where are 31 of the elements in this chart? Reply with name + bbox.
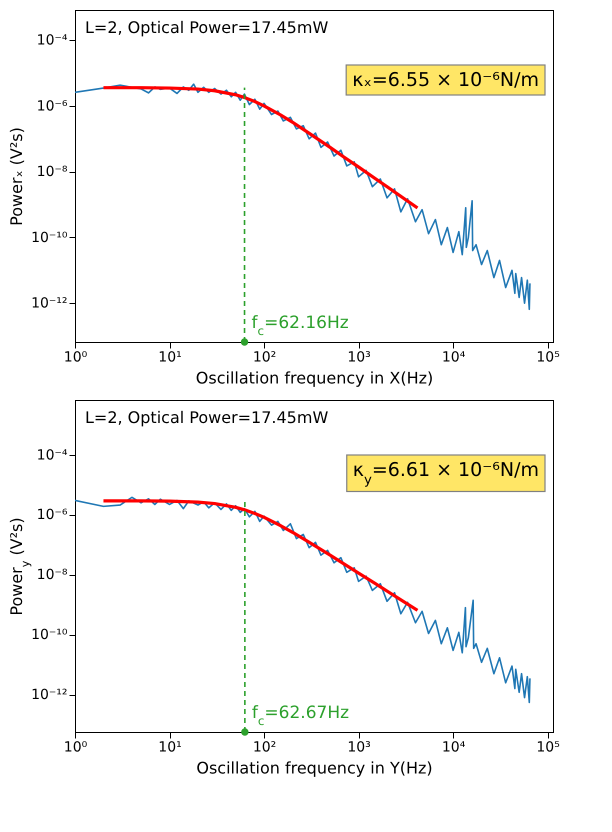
x-tick-label: 10⁰ xyxy=(64,740,88,756)
x-tick-label: 10³ xyxy=(347,740,371,756)
x-tick-label: 10⁴ xyxy=(442,740,466,756)
x-axis-title: Oscillation frequency in Y(Hz) xyxy=(196,758,433,778)
annotation: L=2, Optical Power=17.45mW xyxy=(85,18,328,37)
x-tick-label: 10² xyxy=(252,350,276,366)
y-tick-label: 10⁻¹² xyxy=(31,687,68,704)
x-tick-label: 10¹ xyxy=(158,740,182,756)
y-tick-label: 10⁻⁶ xyxy=(36,507,68,524)
y-tick-label: 10⁻¹⁰ xyxy=(31,230,68,246)
ref-line-label: f$_{c}$=62.67Hz xyxy=(252,703,350,728)
x-tick-label: 10³ xyxy=(347,350,371,366)
annotation: L=2, Optical Power=17.45mW xyxy=(85,408,328,427)
x-axis-title: Oscillation frequency in X(Hz) xyxy=(196,368,434,388)
y-tick-label: 10⁻¹⁰ xyxy=(31,627,68,644)
x-tick-label: 10¹ xyxy=(158,350,182,366)
y-tick-label: 10⁻⁶ xyxy=(36,98,68,114)
x-tick-label: 10² xyxy=(252,740,276,756)
y-tick-label: 10⁻⁴ xyxy=(36,32,68,49)
y-tick-label: 10⁻⁸ xyxy=(36,567,68,584)
x-tick-label: 10⁴ xyxy=(442,350,466,366)
y-tick-label: 10⁻¹² xyxy=(31,296,68,312)
y-axis-title: Powerₓ (V²s) xyxy=(7,127,26,226)
x-tick-label: 10⁵ xyxy=(536,350,560,366)
x-tick-label: 10⁰ xyxy=(64,350,88,366)
annotation: κ$_{y}$=6.61 × 10⁻⁶N/m xyxy=(352,459,539,488)
ref-line-label: f$_{c}$=62.16Hz xyxy=(252,313,349,338)
annotation: κₓ=6.55 × 10⁻⁶N/m xyxy=(352,69,539,91)
y-tick-label: 10⁻⁴ xyxy=(36,447,68,464)
y-tick-label: 10⁻⁸ xyxy=(36,164,68,180)
x-tick-label: 10⁵ xyxy=(536,740,560,756)
